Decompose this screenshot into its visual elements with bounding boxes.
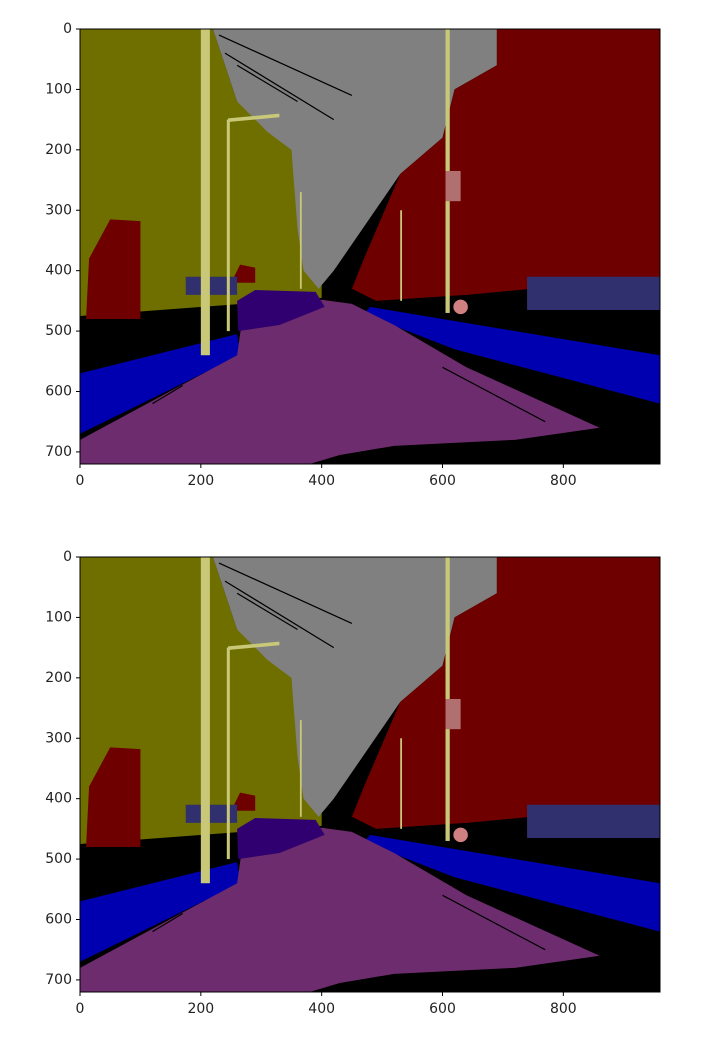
y-tick-label: 400 xyxy=(45,791,72,807)
y-tick-label: 200 xyxy=(45,670,72,686)
x-tick-label: 0 xyxy=(76,1001,85,1017)
y-tick-label: 700 xyxy=(45,444,72,460)
y-tick-label: 700 xyxy=(45,972,72,988)
y-tick-label: 0 xyxy=(63,549,72,565)
y-tick-label: 300 xyxy=(45,730,72,746)
x-tick-label: 600 xyxy=(429,1001,456,1017)
axes-frame xyxy=(79,556,661,993)
x-tick-label: 800 xyxy=(550,473,577,489)
x-tick-label: 400 xyxy=(308,473,335,489)
y-tick-label: 100 xyxy=(45,81,72,97)
x-tick-label: 200 xyxy=(187,1001,214,1017)
segmentation-image xyxy=(80,29,660,464)
y-tick-label: 400 xyxy=(45,263,72,279)
x-tick-label: 600 xyxy=(429,473,456,489)
x-tick-label: 800 xyxy=(550,1001,577,1017)
y-tick-label: 300 xyxy=(45,202,72,218)
x-tick-label: 200 xyxy=(187,473,214,489)
x-tick-label: 0 xyxy=(76,473,85,489)
y-tick-label: 500 xyxy=(45,323,72,339)
y-tick-label: 0 xyxy=(63,21,72,37)
x-tick-label: 400 xyxy=(308,1001,335,1017)
segmentation-image xyxy=(80,557,660,992)
y-tick-label: 500 xyxy=(45,851,72,867)
y-tick-label: 600 xyxy=(45,912,72,928)
y-tick-label: 600 xyxy=(45,384,72,400)
axes-frame xyxy=(79,28,661,465)
y-tick-label: 200 xyxy=(45,142,72,158)
y-tick-label: 100 xyxy=(45,609,72,625)
